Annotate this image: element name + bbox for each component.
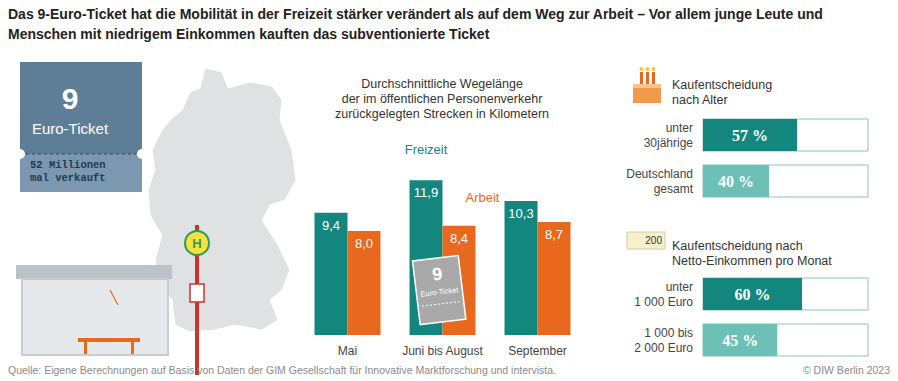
svg-text:40 %: 40 % — [718, 173, 754, 190]
svg-text:Euro-Ticket: Euro-Ticket — [420, 285, 460, 299]
svg-text:9: 9 — [431, 264, 443, 285]
svg-text:© DIW Berlin 2023: © DIW Berlin 2023 — [803, 364, 890, 376]
svg-text:Euro-Ticket: Euro-Ticket — [32, 120, 109, 137]
svg-text:Arbeit: Arbeit — [466, 190, 500, 205]
svg-text:Deutschland: Deutschland — [626, 167, 693, 181]
svg-text:10,3: 10,3 — [508, 206, 533, 221]
svg-text:200: 200 — [645, 235, 662, 246]
svg-text:9,4: 9,4 — [322, 218, 340, 233]
svg-text:der im öffentlichen Personenve: der im öffentlichen Personenverkehr — [342, 92, 543, 106]
svg-text:Mai: Mai — [338, 344, 357, 358]
svg-text:30jährige: 30jährige — [644, 136, 694, 150]
svg-text:mal verkauft: mal verkauft — [30, 172, 106, 184]
svg-text:Kaufentscheidung nach: Kaufentscheidung nach — [672, 239, 803, 253]
svg-text:unter: unter — [666, 121, 693, 135]
svg-text:1 000 bis: 1 000 bis — [644, 326, 693, 340]
svg-text:45 %: 45 % — [722, 332, 758, 349]
svg-text:52 Millionen: 52 Millionen — [30, 159, 106, 171]
svg-text:nach Alter: nach Alter — [672, 93, 728, 107]
svg-text:8,4: 8,4 — [450, 231, 468, 246]
svg-text:2 000 Euro: 2 000 Euro — [634, 341, 693, 355]
svg-text:September: September — [508, 344, 567, 358]
svg-text:57 %: 57 % — [732, 127, 768, 144]
svg-text:zurückgelegten Strecken in Kil: zurückgelegten Strecken in Kilometern — [335, 107, 549, 121]
svg-text:1 000 Euro: 1 000 Euro — [634, 295, 693, 309]
svg-text:H: H — [192, 236, 201, 251]
svg-text:11,9: 11,9 — [414, 185, 438, 200]
svg-text:60 %: 60 % — [735, 286, 771, 303]
svg-text:8,0: 8,0 — [355, 236, 373, 251]
svg-text:unter: unter — [666, 280, 693, 294]
svg-text:Durchschnittliche Wegelänge: Durchschnittliche Wegelänge — [361, 77, 523, 91]
svg-text:gesamt: gesamt — [654, 182, 694, 196]
svg-text:Juni bis August: Juni bis August — [402, 344, 483, 358]
svg-text:Quelle: Eigene Berechnungen au: Quelle: Eigene Berechnungen auf Basis vo… — [8, 364, 556, 376]
svg-text:Netto-Einkommen pro Monat: Netto-Einkommen pro Monat — [672, 254, 832, 268]
svg-text:Freizeit: Freizeit — [405, 142, 448, 157]
svg-text:Kaufentscheidung: Kaufentscheidung — [672, 78, 772, 92]
svg-text:8,7: 8,7 — [545, 227, 563, 242]
html-text:Das 9-Euro-Ticket hat die Mobi: Das 9-Euro-Ticket hat die Mobilität in d… — [8, 6, 823, 42]
svg-text:9: 9 — [62, 82, 79, 115]
